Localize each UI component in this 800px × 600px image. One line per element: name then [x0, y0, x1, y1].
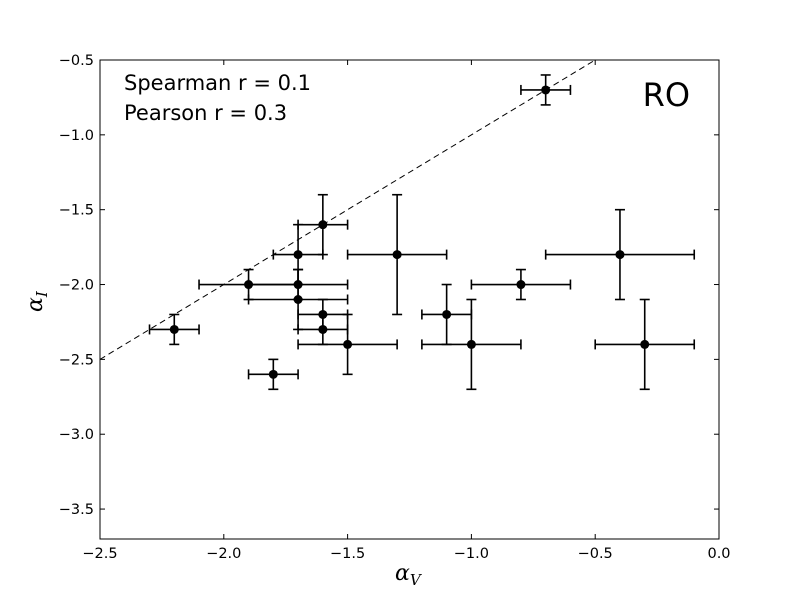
data-points-layer — [169, 85, 650, 379]
x-axis-label-subscript: V — [410, 571, 423, 589]
data-point — [392, 250, 402, 260]
reference-line — [99, 59, 596, 360]
reference-line-layer — [99, 59, 596, 360]
x-tick-label: −1.5 — [330, 546, 365, 562]
y-axis-label-subscript: I — [33, 290, 51, 298]
spearman-annotation: Spearman r = 0.1 — [124, 71, 311, 95]
data-point — [318, 324, 328, 334]
x-tick-label: −2.0 — [206, 546, 241, 562]
y-axis-label: αI — [23, 290, 51, 312]
data-point — [244, 280, 254, 290]
data-point — [343, 339, 353, 349]
x-axis-label: αV — [395, 561, 423, 589]
y-tick-label: −1.5 — [59, 203, 94, 219]
data-point — [318, 309, 328, 319]
plot-frame — [99, 59, 720, 540]
x-tick-label: 0.0 — [707, 546, 730, 562]
data-point — [268, 369, 278, 379]
y-tick-label: −3.0 — [59, 427, 94, 443]
x-tick-label: −0.5 — [578, 546, 613, 562]
y-tick-label: −0.5 — [59, 53, 94, 69]
panel-label: RO — [643, 76, 690, 114]
x-tick-label: −2.5 — [82, 546, 117, 562]
y-tick-label: −1.0 — [59, 128, 94, 144]
y-axis-label-main: α — [23, 297, 48, 312]
y-ticks-layer: −0.5 −1.0 −1.5 −2.0 −2.5 −3.0 −3.5 — [59, 53, 719, 518]
data-point — [466, 339, 476, 349]
data-point — [516, 280, 526, 290]
y-tick-label: −2.0 — [59, 278, 94, 294]
data-point — [169, 324, 179, 334]
data-point — [541, 85, 551, 95]
x-ticks-layer: −2.5 −2.0 −1.5 −1.0 −0.5 0.0 — [82, 60, 731, 562]
y-tick-label: −2.5 — [59, 352, 94, 368]
data-point — [293, 295, 303, 304]
data-point — [615, 250, 625, 260]
error-bars-layer — [148, 74, 696, 391]
y-tick-label: −3.5 — [59, 502, 94, 518]
data-point — [318, 220, 328, 230]
data-point — [442, 309, 452, 319]
pearson-annotation: Pearson r = 0.3 — [124, 101, 287, 125]
data-point — [640, 339, 650, 349]
data-point — [293, 250, 303, 260]
data-point — [293, 280, 303, 290]
x-tick-label: −1.0 — [454, 546, 489, 562]
x-axis-label-main: α — [395, 561, 410, 586]
plot-area — [100, 60, 719, 539]
